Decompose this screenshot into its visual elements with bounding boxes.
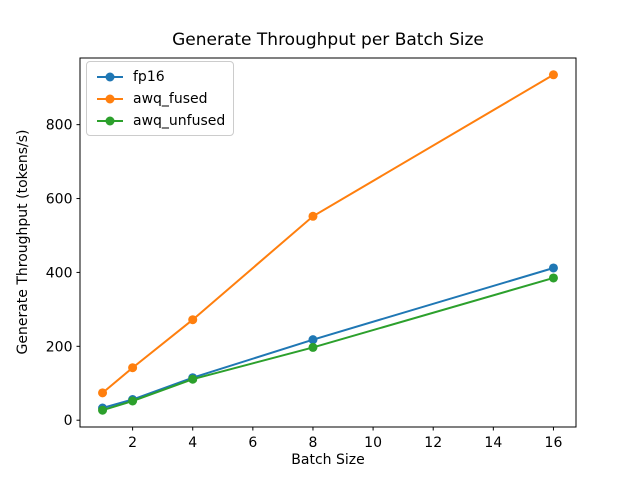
x-tick-label: 10 [364,435,382,451]
data-point-awq_unfused-16 [548,273,558,283]
legend-item-awq_unfused: awq_unfused [95,111,225,130]
legend-item-awq_fused: awq_fused [95,89,225,108]
x-axis-label: Batch Size [291,452,365,468]
data-point-fp16-8 [308,335,318,345]
y-tick-label: 0 [64,413,73,429]
legend-label: awq_unfused [133,112,226,129]
data-point-fp16-16 [548,263,558,273]
x-tick-label: 2 [128,435,137,451]
x-tick-label: 16 [545,435,563,451]
data-point-awq_unfused-8 [308,342,318,352]
y-tick-label: 400 [46,265,73,281]
series-line-awq_unfused [102,277,554,412]
chart-title: Generate Throughput per Batch Size [172,30,484,50]
legend-label: fp16 [133,68,165,85]
legend-line-sample [97,72,123,81]
data-point-awq_fused-4 [188,315,198,325]
data-point-awq_fused-8 [308,211,318,221]
x-tick-label: 6 [248,435,257,451]
legend-line-sample [97,116,123,125]
data-point-awq_unfused-1 [98,405,108,415]
data-point-awq_unfused-2 [128,396,138,406]
legend-label: awq_fused [133,90,208,107]
x-tick-label: 12 [424,435,442,451]
y-tick-label: 200 [46,339,73,355]
legend: fp16 awq_fused awq_unfused [86,61,235,136]
x-tick-label: 4 [188,435,197,451]
axes-spines [79,57,577,428]
x-tick-label: 14 [484,435,502,451]
data-point-awq_fused-16 [548,70,558,80]
y-tick-label: 800 [46,118,73,134]
y-tick-label: 600 [46,192,73,208]
data-point-awq_unfused-4 [188,374,198,384]
legend-item-fp16: fp16 [95,67,225,86]
data-point-awq_fused-2 [128,363,138,373]
data-point-awq_fused-1 [98,388,108,398]
legend-line-sample [97,94,123,103]
x-tick-label: 8 [309,435,318,451]
